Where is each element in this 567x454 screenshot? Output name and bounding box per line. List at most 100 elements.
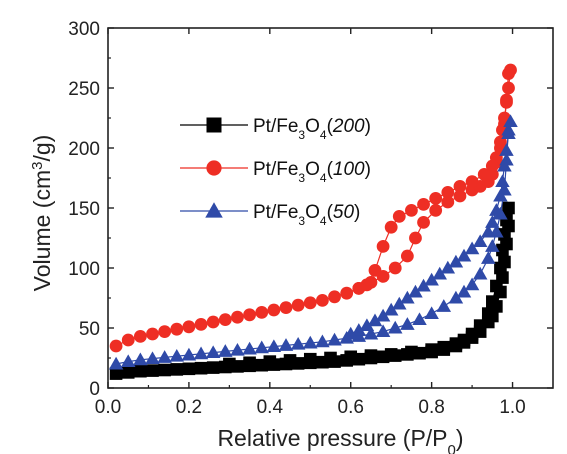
plot-area: 0.0 0.2 0.4 0.6 0.8 1.0 0 50 100 150 200 250 300: [68, 19, 554, 418]
data-point: [109, 367, 123, 380]
data-point: [453, 180, 467, 193]
data-point: [351, 323, 367, 336]
data-point: [343, 326, 358, 340]
data-point: [344, 350, 358, 364]
y-tick-label: 250: [68, 79, 100, 100]
data-point: [133, 352, 148, 366]
data-point: [485, 239, 500, 252]
data-point: [243, 356, 256, 370]
data-point: [481, 307, 495, 320]
legend: Pt/Fe3O4(200) Pt/Fe3O4(100) Pt/Fe3O4(50): [180, 116, 371, 228]
data-point: [243, 308, 256, 322]
data-point: [368, 264, 382, 277]
data-point: [170, 322, 184, 336]
y-tick-label: 300: [68, 19, 100, 40]
data-point: [501, 126, 516, 140]
data-point: [448, 290, 464, 304]
data-point: [194, 318, 208, 331]
legend-label-50: Pt/Fe3O4(50): [253, 202, 360, 228]
data-point: [486, 295, 499, 308]
data-point: [121, 366, 135, 379]
data-point: [133, 330, 147, 343]
data-point: [254, 340, 269, 354]
data-point: [392, 210, 406, 223]
data-point: [417, 198, 430, 211]
data-point: [218, 313, 232, 326]
data-point: [223, 357, 236, 371]
data-point: [500, 213, 513, 227]
data-point: [109, 339, 123, 353]
data-point: [231, 310, 244, 324]
data-point: [499, 143, 514, 156]
data-point: [495, 174, 510, 188]
data-point: [440, 260, 456, 274]
data-point: [328, 290, 341, 304]
data-point: [464, 241, 480, 255]
data-point: [472, 234, 488, 248]
y-tick-label: 50: [79, 319, 100, 340]
data-point: [477, 168, 491, 181]
data-point: [497, 158, 512, 172]
x-tick-label: 0.2: [176, 397, 202, 418]
data-point: [408, 284, 423, 298]
data-point: [290, 336, 306, 350]
data-point: [145, 351, 160, 365]
data-point: [429, 204, 443, 217]
data-point: [409, 231, 422, 245]
data-point: [364, 349, 378, 362]
legend-entry-pt-fe3o4-100: Pt/Fe3O4(100): [180, 159, 371, 185]
data-point: [494, 261, 507, 275]
data-point: [416, 278, 431, 292]
data-point: [375, 308, 391, 322]
legend-entry-pt-fe3o4-50: Pt/Fe3O4(50): [180, 202, 360, 228]
data-point: [278, 338, 294, 351]
data-point: [255, 306, 269, 319]
data-point: [481, 224, 496, 238]
data-point: [473, 319, 487, 332]
data-point: [502, 81, 515, 95]
legend-label-100: Pt/Fe3O4(100): [253, 159, 371, 185]
data-point: [383, 302, 399, 316]
data-point: [456, 248, 472, 262]
data-point: [448, 254, 464, 268]
legend-marker: [205, 202, 223, 218]
data-point: [303, 335, 318, 349]
data-point: [170, 363, 184, 376]
data-point: [436, 299, 452, 312]
x-axis-title: Relative pressure (P/P0): [217, 425, 463, 454]
data-point: [315, 334, 330, 348]
data-point: [291, 298, 305, 312]
data-point: [441, 186, 455, 199]
data-point: [424, 272, 439, 286]
data-point: [316, 294, 329, 307]
data-point: [384, 348, 398, 361]
legend-label-200: Pt/Fe3O4(200): [253, 116, 371, 142]
data-point: [485, 159, 499, 173]
data-point: [400, 249, 414, 263]
data-point: [193, 346, 209, 360]
data-point: [158, 363, 171, 377]
data-point: [432, 266, 447, 280]
data-point: [194, 361, 208, 375]
data-point: [490, 279, 503, 293]
data-point: [146, 364, 159, 377]
x-tick-label: 0.8: [418, 397, 444, 418]
data-point: [303, 296, 317, 310]
data-point: [206, 361, 220, 374]
data-point: [485, 215, 500, 228]
data-point: [429, 192, 443, 205]
x-tick-label: 0.6: [338, 397, 364, 418]
data-point: [417, 216, 430, 229]
data-point: [449, 337, 463, 350]
data-point: [437, 340, 451, 354]
data-point: [400, 290, 415, 304]
data-point: [464, 277, 480, 291]
data-point: [266, 339, 282, 353]
data-point: [158, 325, 172, 338]
data-point: [182, 320, 196, 334]
data-point: [367, 313, 383, 327]
data-point: [120, 354, 136, 368]
data-point: [134, 364, 147, 378]
y-tick-label: 0: [89, 379, 100, 400]
